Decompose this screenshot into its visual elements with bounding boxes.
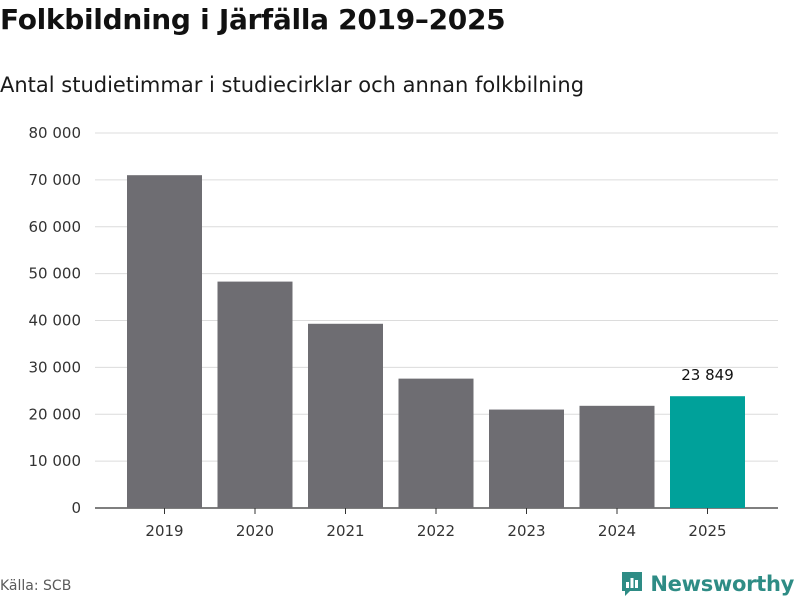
bars	[127, 175, 745, 508]
source-note: Källa: SCB	[0, 578, 72, 594]
bar-2021	[308, 323, 383, 508]
bar-2025	[670, 396, 745, 508]
brand-name: Newsworthy	[650, 572, 794, 596]
y-tick-label: 10 000	[29, 452, 82, 470]
y-tick-label: 30 000	[29, 358, 82, 376]
x-tick-label: 2023	[507, 522, 545, 540]
y-tick-label: 80 000	[29, 124, 82, 142]
bar-2019	[127, 175, 202, 508]
newsworthy-logo-icon	[622, 572, 643, 596]
y-tick-label: 60 000	[29, 218, 82, 236]
x-tick-label: 2021	[326, 522, 364, 540]
brand-logo: Newsworthy	[620, 568, 794, 600]
chart-title: Folkbildning i Järfälla 2019–2025	[0, 3, 506, 36]
x-tick-label: 2025	[688, 522, 726, 540]
x-tick-label: 2020	[236, 522, 274, 540]
y-tick-label: 0	[71, 499, 81, 517]
y-tick-label: 50 000	[29, 265, 82, 283]
gridlines	[95, 132, 778, 509]
data-labels: 23 849	[681, 366, 734, 384]
y-tick-label: 20 000	[29, 405, 82, 423]
x-tick-label: 2022	[417, 522, 455, 540]
y-tick-label: 70 000	[29, 171, 82, 189]
y-tick-label: 40 000	[29, 312, 82, 330]
x-axis: 2019 2020 2021 2022 2023 2024 2025	[145, 508, 727, 540]
bar-2023	[489, 409, 564, 508]
y-axis: 0 10 000 20 000 30 000 40 000 50 000 60 000 70 …	[29, 124, 82, 517]
chart-subtitle: Antal studietimmar i studiecirklar och a…	[0, 73, 585, 97]
bar-2020	[217, 281, 293, 508]
x-tick-label: 2024	[598, 522, 636, 540]
data-label: 23 849	[681, 366, 734, 384]
bar-2022	[398, 378, 474, 508]
x-tick-label: 2019	[145, 522, 183, 540]
bar-2024	[579, 405, 655, 508]
